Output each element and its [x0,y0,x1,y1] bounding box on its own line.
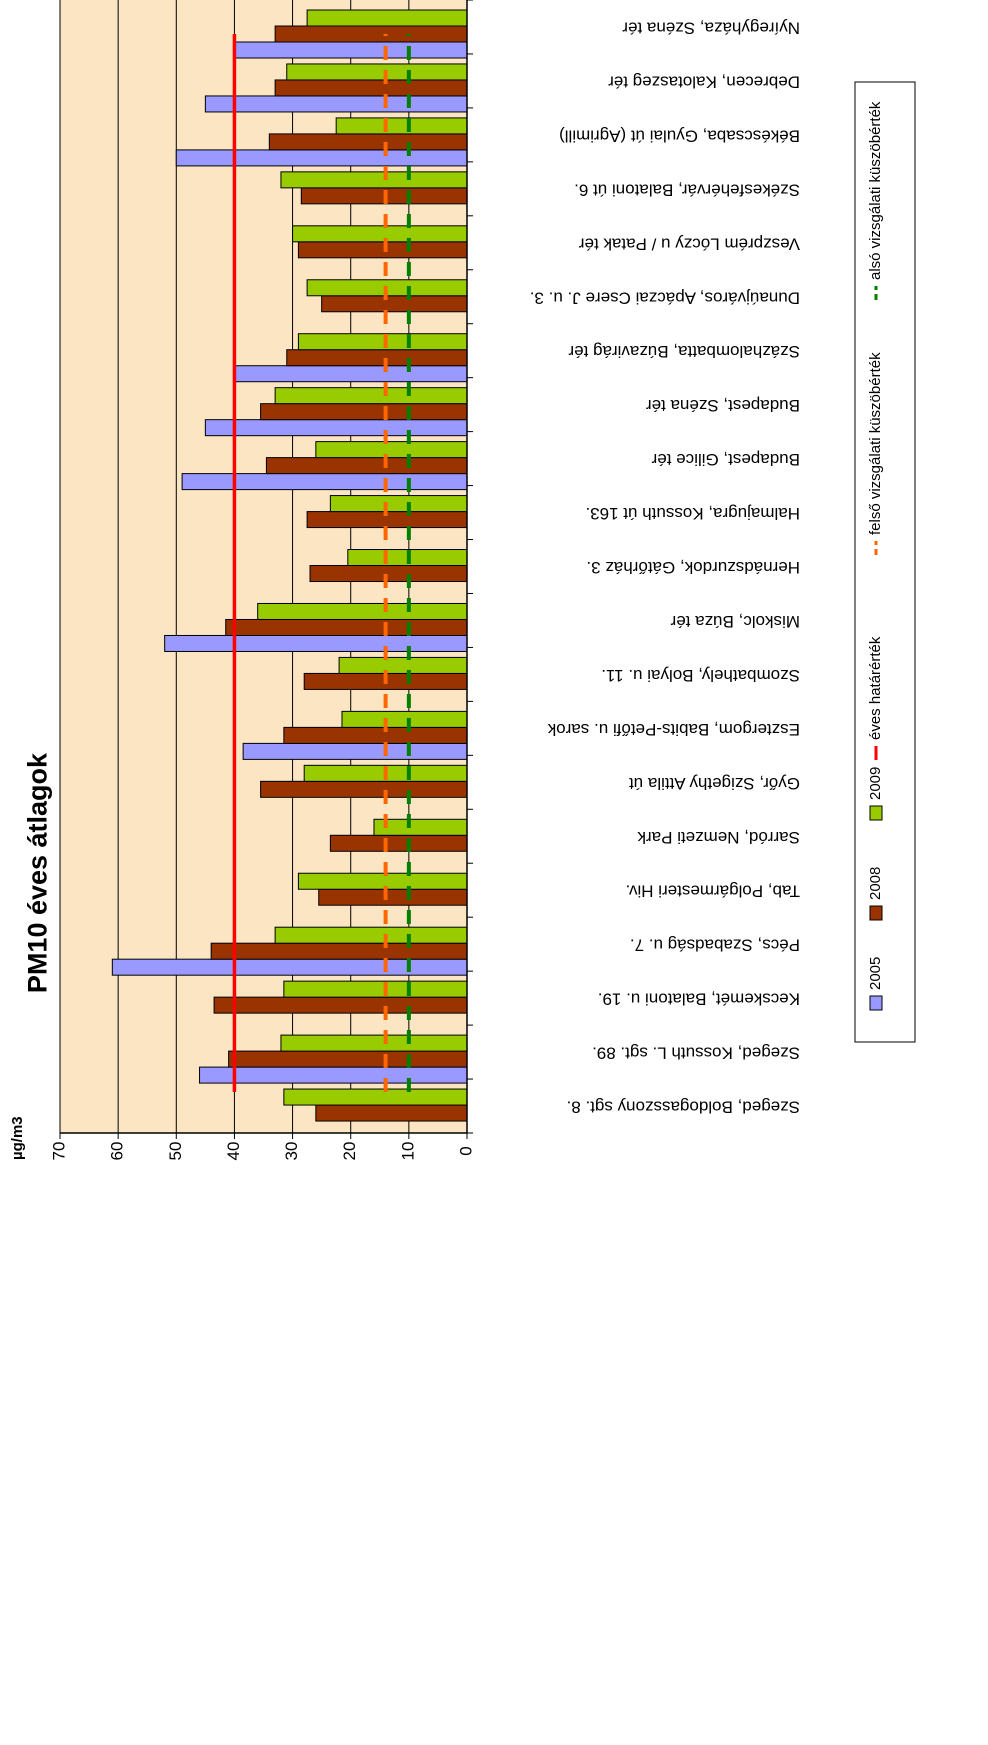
bar-2009 [297,872,468,890]
category-labels: Szeged, Boldogasszony sgt. 8. Szeged, Kos… [530,18,800,1116]
bar-2009 [286,63,468,81]
category-label: Békéscsaba, Gyulai út (Agrimill) [559,126,800,145]
tick-label: 0 [456,1146,475,1155]
bar-2005 [233,365,468,383]
legend-label: felső vizsgálati küszöbérték [867,352,884,535]
bar-2008 [268,133,468,151]
tick-label: 60 [108,1142,127,1161]
category-label: Esztergom, Babits-Petőfi u. sarok [547,720,800,739]
tick-label: 30 [282,1142,301,1161]
bar-2009 [329,495,468,513]
bar-2008 [286,349,468,367]
category-label: Győr, Szigethy Attila út [629,774,800,793]
bar-2008 [260,780,468,798]
bar-2009 [283,980,468,998]
category-label: Szombathely, Bolyai u. 11. [601,666,800,685]
bar-2008 [321,295,468,313]
bar-2005 [204,419,468,437]
category-label: Hernádszurdok, Gátőrház 3. [586,558,800,577]
plot-area [59,0,468,1133]
bar-2009 [341,710,468,728]
legend: 2005 2008 2009 éves határérték felső vizsgál… [854,81,916,1043]
category-label: Veszprém Lóczy u / Patak tér [579,234,800,253]
category-label: Pécs, Szabadság u. 7. [630,936,800,955]
bar-2009 [274,387,468,405]
category-label: Budapest, Széna tér [646,396,800,415]
category-label: Székesfehérvár, Balatoni út 6. [574,180,800,199]
legend-label: alsó vizsgálati küszöbérték [867,101,884,280]
bar-2009 [274,926,468,944]
category-label: Szeged, Kossuth L. sgt. 89. [592,1044,800,1063]
bar-2008 [309,565,468,583]
bar-2008 [225,618,468,636]
legend-swatch [869,905,883,921]
bar-2008 [210,942,468,960]
y-axis-label: µg/m3 [9,1116,26,1160]
bar-2009 [338,656,468,674]
bar-2008 [228,1050,468,1068]
bar-2005 [199,1066,468,1084]
tick-label: 20 [340,1142,359,1161]
category-label: Kecskemét, Balatoni u. 19. [598,990,800,1009]
category-label: Szeged, Boldogasszony sgt. 8. [567,1098,800,1117]
bar-2008 [274,25,468,43]
bar-2005 [164,634,468,652]
bar-2005 [204,95,468,113]
category-label: Miskolc, Búza tér [670,612,800,631]
bar-2008 [283,726,468,744]
legend-swatch [869,995,883,1011]
category-label: Százhalombatta, Búzavirág tér [568,342,800,361]
bar-2005 [181,473,468,491]
bar-2009 [335,117,468,135]
bar-2008 [329,834,468,852]
bar-2008 [315,1104,468,1122]
bar-2009 [280,171,468,189]
legend-label: 2008 [867,867,884,900]
bar-2005 [242,742,468,760]
category-label: Halmajugra, Kossuth út 163. [585,504,800,523]
bar-2008 [260,403,468,421]
bar-2009 [315,441,468,459]
legend-label: éves határérték [867,636,884,740]
bar-2009 [306,9,468,27]
category-label: Debrecen, Kalotaszeg tér [608,72,800,91]
category-label: Sarród, Nemzeti Park [637,828,800,847]
category-label: Nyíregyháza, Széna tér [622,18,800,37]
bar-2009 [292,225,468,243]
bar-2009 [297,333,468,351]
axes: 0 10 20 30 40 50 60 70 µg/m3 [9,0,475,1161]
bar-2008 [318,888,468,906]
tick-label: 50 [166,1142,185,1161]
bar-2008 [213,996,468,1014]
category-label: Dunaújváros, Apáczai Csere J. u. 3. [530,288,800,307]
tick-label: 40 [224,1142,243,1161]
bar-2009 [257,602,468,620]
bar-2009 [373,818,468,836]
bar-2009 [283,1088,468,1106]
bar-2009 [280,1034,468,1052]
category-label: Tab, Polgármesteri Hiv. [626,882,800,901]
bar-2008 [297,241,468,259]
legend-label: 2005 [867,957,884,990]
tick-label: 70 [49,1142,68,1161]
bar-2008 [274,79,468,97]
bar-2005 [175,149,468,167]
legend-box [854,81,916,1043]
bar-2008 [265,457,468,475]
legend-label: 2009 [867,767,884,800]
category-label: Budapest, Gilice tér [651,450,800,469]
bar-2005 [111,958,468,976]
bar-2005 [233,41,468,59]
tick-label: 10 [398,1142,417,1161]
legend-swatch [869,805,883,821]
